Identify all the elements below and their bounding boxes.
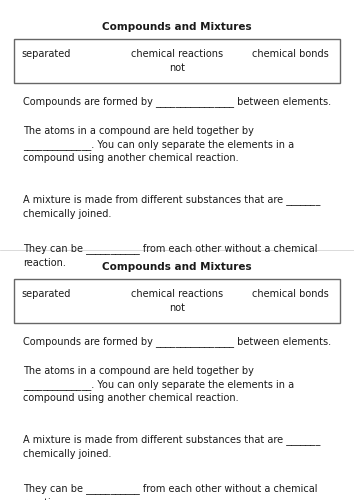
Text: They can be ___________ from each other without a chemical
reaction.: They can be ___________ from each other … (23, 244, 318, 268)
Bar (14, 278, 340, 322)
Text: Compounds and Mixtures: Compounds and Mixtures (102, 22, 252, 32)
Bar (14, 38, 340, 82)
Text: They can be ___________ from each other without a chemical
reaction.: They can be ___________ from each other … (23, 484, 318, 500)
Text: Compounds and Mixtures: Compounds and Mixtures (102, 262, 252, 272)
Text: A mixture is made from different substances that are _______
chemically joined.: A mixture is made from different substan… (23, 194, 320, 218)
Text: separated: separated (21, 49, 71, 59)
Text: A mixture is made from different substances that are _______
chemically joined.: A mixture is made from different substan… (23, 434, 320, 458)
Text: chemical reactions: chemical reactions (131, 49, 223, 59)
Text: not: not (169, 64, 185, 74)
Text: not: not (169, 304, 185, 314)
Text: The atoms in a compound are held together by
______________. You can only separa: The atoms in a compound are held togethe… (23, 366, 294, 403)
Text: Compounds are formed by ________________ between elements.: Compounds are formed by ________________… (23, 336, 331, 347)
Text: The atoms in a compound are held together by
______________. You can only separa: The atoms in a compound are held togethe… (23, 126, 294, 163)
Text: chemical reactions: chemical reactions (131, 289, 223, 299)
Text: chemical bonds: chemical bonds (252, 289, 329, 299)
Text: Compounds are formed by ________________ between elements.: Compounds are formed by ________________… (23, 96, 331, 108)
Text: separated: separated (21, 289, 71, 299)
Text: chemical bonds: chemical bonds (252, 49, 329, 59)
